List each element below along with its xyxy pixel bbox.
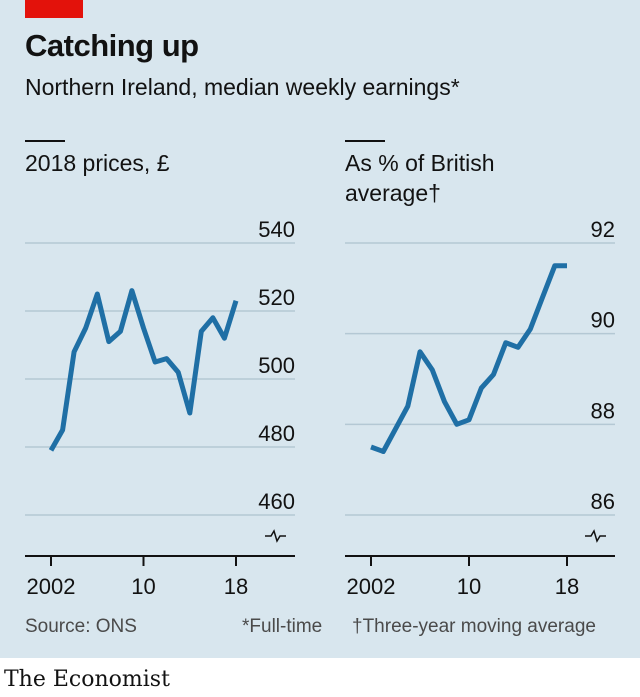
economist-brand: The Economist: [4, 667, 170, 692]
x-tick-label: 10: [457, 574, 481, 599]
chart-subtitle: Northern Ireland, median weekly earnings…: [25, 74, 460, 100]
y-tick-label: 88: [591, 398, 615, 423]
brand-red-tag: [25, 0, 83, 18]
x-tick-label: 2002: [347, 574, 396, 599]
source-note: Source: ONS: [25, 616, 137, 637]
axis-break-symbol: [265, 529, 286, 543]
charts-svg: 540 520 500 480 460 2002 10 18 92 90 88 86 2002 10 18: [25, 217, 615, 599]
moving-average-footnote: †Three-year moving average: [352, 616, 596, 637]
x-tick-label: 18: [224, 574, 248, 599]
x-tick-label: 10: [131, 574, 155, 599]
y-tick-label: 460: [258, 489, 295, 514]
fulltime-footnote: *Full-time: [242, 616, 323, 637]
series-line: [48, 288, 239, 452]
y-tick-label: 540: [258, 217, 295, 242]
right-panel-title: As % of British average†: [345, 150, 495, 206]
chart-title: Catching up: [25, 28, 199, 63]
axis-break-symbol: [585, 529, 606, 543]
right-panel-rule: [345, 140, 385, 142]
series-line: [370, 263, 567, 454]
x-tick-label: 2002: [27, 574, 76, 599]
y-tick-label: 90: [591, 308, 615, 333]
y-tick-label: 92: [591, 217, 615, 242]
y-tick-label: 480: [258, 421, 295, 446]
y-tick-label: 520: [258, 285, 295, 310]
left-panel-rule: [25, 140, 65, 142]
left-panel-title: 2018 prices, £: [25, 150, 170, 176]
y-tick-label: 86: [591, 489, 615, 514]
y-tick-label: 500: [258, 353, 295, 378]
x-tick-label: 18: [555, 574, 579, 599]
